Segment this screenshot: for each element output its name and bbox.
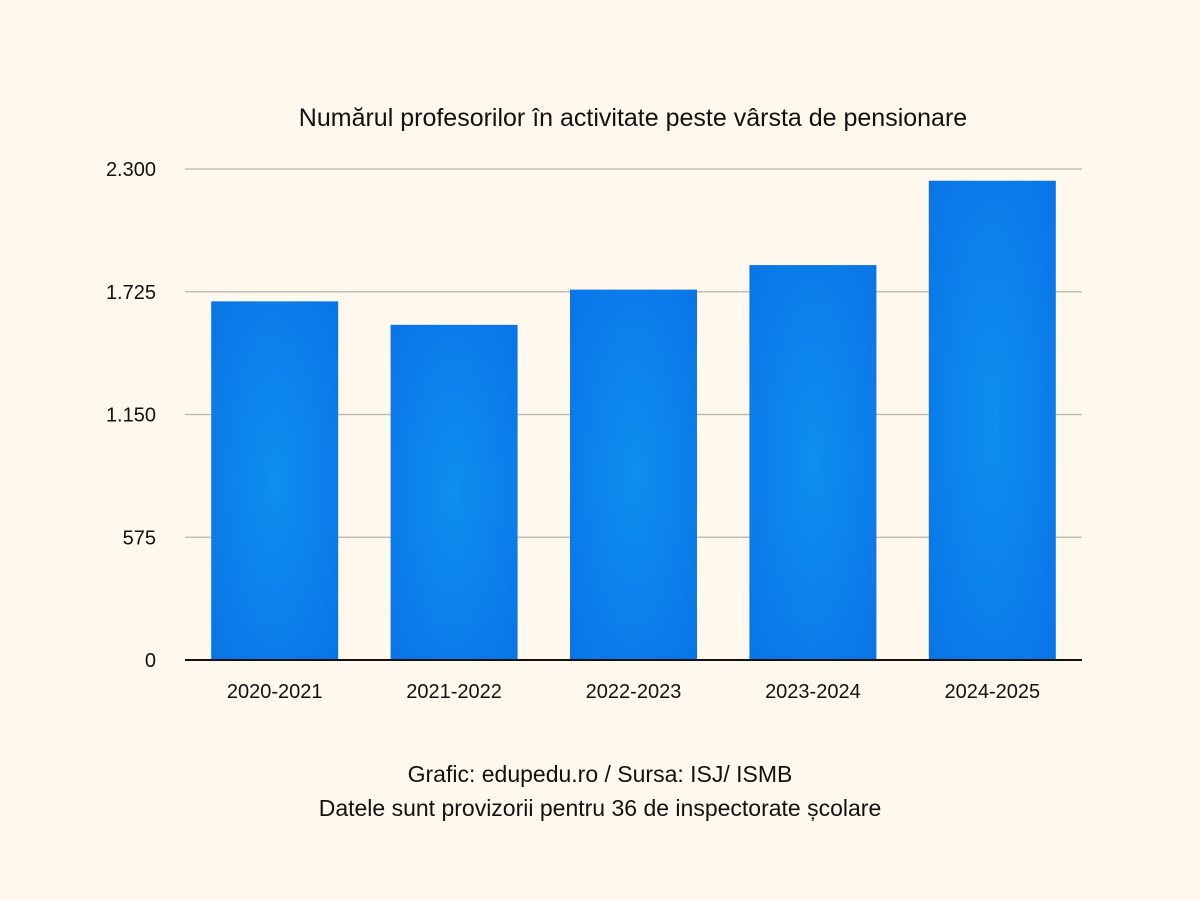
axes: 0 575 1.150 1.725 2.300 2020-2021 2021-2022 202… [106,159,1082,703]
bar-2023-2024 [749,265,877,660]
y-tick-label: 2.300 [106,159,156,181]
x-tick-label: 2024-2025 [944,681,1040,703]
x-tick-label: 2023-2024 [765,681,861,703]
y-tick-label: 0 [145,650,156,672]
y-tick-label: 575 [123,527,156,549]
bar-2022-2023 [570,289,697,660]
y-tick-label: 1.725 [106,282,156,304]
bar-2021-2022 [390,324,518,660]
y-tick-label: 1.150 [106,405,156,427]
bar-2024-2025 [928,180,1056,660]
chart-title: Numărul profesorilor în activitate peste… [299,104,967,132]
x-tick-label: 2020-2021 [227,681,323,703]
x-tick-label: 2021-2022 [406,681,502,703]
bars [211,180,1056,660]
footer-note: Datele sunt provizorii pentru 36 de insp… [318,795,882,821]
footer-source: Grafic: edupedu.ro / Sursa: ISJ/ ISMB [407,761,793,787]
x-tick-label: 2022-2023 [586,681,682,703]
bar-2020-2021 [211,301,339,660]
